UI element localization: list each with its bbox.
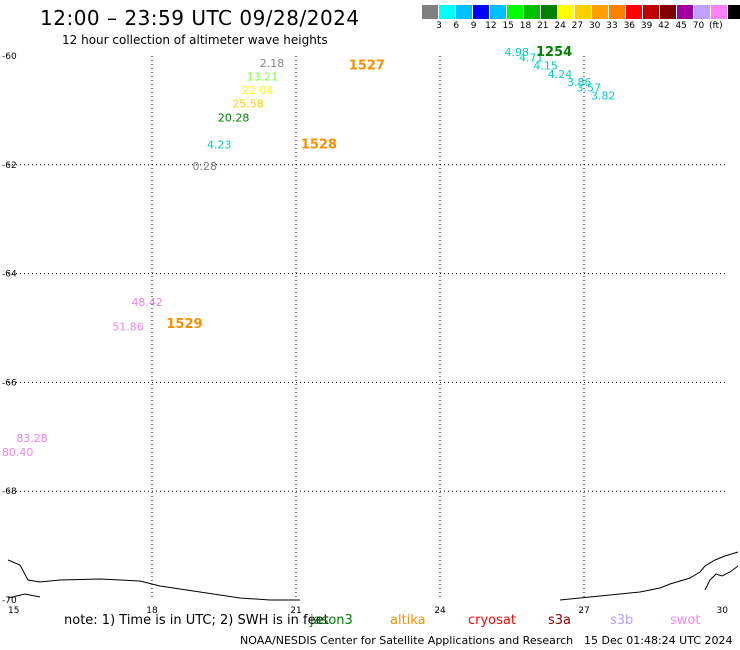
- color-legend: 3 6 9 12 15 18 21 24 27 30 33 36 39 42 45 70 (ft): [422, 5, 740, 31]
- legend-swatches: [422, 5, 740, 19]
- legend-swatch: [643, 5, 660, 19]
- legend-label: 9: [470, 21, 477, 31]
- latitude-label: -60: [2, 52, 17, 62]
- pass-time-label: 1529: [166, 317, 202, 332]
- legend-label: 18: [519, 21, 532, 31]
- wave-height-value: 4.98: [505, 46, 530, 59]
- mission-jason3: jason3: [310, 613, 353, 628]
- legend-swatch: [473, 5, 490, 19]
- mission-s3b: s3b: [610, 613, 634, 628]
- legend-swatch: [677, 5, 694, 19]
- legend-swatch: [694, 5, 711, 19]
- mission-swot: swot: [670, 613, 701, 628]
- wave-height-value: 13.21: [247, 70, 279, 83]
- pass-time-label: 1528: [301, 137, 337, 152]
- coastline: [7, 551, 739, 601]
- legend-label: 24: [554, 21, 566, 31]
- page-subtitle: 12 hour collection of altimeter wave hei…: [62, 33, 328, 47]
- antarctic-coastline: [7, 593, 41, 599]
- wave-height-value: 22.04: [242, 84, 274, 97]
- longitude-label: 21: [290, 606, 301, 616]
- legend-swatch: [660, 5, 677, 19]
- wave-height-value: 0.28: [193, 160, 218, 173]
- longitude-label: 18: [146, 606, 158, 616]
- mission-s3a: s3a: [548, 613, 572, 628]
- wave-height-value: 80.40: [2, 446, 34, 459]
- legend-label: 6: [453, 21, 460, 31]
- legend-swatch: [728, 5, 740, 19]
- legend-swatch: [524, 5, 541, 19]
- latitude-label: -66: [2, 378, 17, 388]
- legend-swatch: [609, 5, 626, 19]
- wave-height-value: 4.24: [548, 68, 573, 81]
- antarctic-coastline: [559, 551, 739, 601]
- wave-height-value: 20.28: [218, 111, 250, 124]
- wave-height-value: 48.42: [131, 296, 163, 309]
- wave-height-value: 83.28: [16, 432, 48, 445]
- legend-swatch: [592, 5, 609, 19]
- pass-time-label: 1527: [349, 59, 385, 74]
- grid-lines: 15 18 21 24 27 30 -60 -62 -64 -66 -68 -70: [2, 52, 728, 616]
- longitude-label: 24: [434, 606, 446, 616]
- legend-label: 3: [436, 21, 442, 31]
- page-title: 12:00 – 23:59 UTC 09/28/2024: [40, 6, 360, 30]
- longitude-label: 15: [8, 606, 19, 616]
- legend-swatch: [456, 5, 473, 19]
- latitude-label: -64: [2, 270, 17, 280]
- legend-swatch: [711, 5, 728, 19]
- legend-label: 15: [502, 21, 514, 31]
- legend-label: (ft): [709, 21, 723, 31]
- legend-swatch: [575, 5, 592, 19]
- footer-generated-time: 15 Dec 01:48:24 UTC 2024: [584, 634, 733, 647]
- antarctic-coastline: [7, 559, 300, 601]
- wave-height-value: 3.82: [591, 90, 616, 103]
- legend-label: 27: [571, 21, 584, 31]
- legend-label: 70: [692, 21, 705, 31]
- legend-label: 42: [658, 21, 670, 31]
- wave-height-value: 3.57: [577, 81, 602, 94]
- legend-swatch: [422, 5, 439, 19]
- longitude-label: 30: [717, 606, 729, 616]
- legend-swatch: [439, 5, 456, 19]
- latitude-label: -62: [2, 161, 17, 171]
- legend-swatch: [541, 5, 558, 19]
- legend-swatch: [490, 5, 507, 19]
- wave-height-value: 51.86: [112, 321, 144, 334]
- legend-swatch: [507, 5, 524, 19]
- legend-label: 36: [623, 21, 636, 31]
- footer-credit: NOAA/NESDIS Center for Satellite Applica…: [240, 634, 574, 647]
- latitude-label: -70: [2, 596, 17, 606]
- legend-swatch: [558, 5, 575, 19]
- latitude-label: -68: [2, 487, 17, 497]
- wave-height-value: 2.18: [260, 57, 285, 70]
- legend-label: 33: [606, 21, 618, 31]
- footer-note: note: 1) Time is in UTC; 2) SWH is in fe…: [64, 613, 329, 628]
- mission-cryosat: cryosat: [468, 613, 516, 628]
- mission-altika: altika: [390, 613, 426, 628]
- legend-label: 30: [588, 21, 601, 31]
- wave-height-value: 4.71: [519, 51, 544, 64]
- legend-label: 21: [537, 21, 549, 31]
- legend-label: 12: [485, 21, 497, 31]
- longitude-label: 27: [578, 606, 589, 616]
- wave-height-value: 4.23: [207, 138, 232, 151]
- legend-labels: 3 6 9 12 15 18 21 24 27 30 33 36 39 42 45 70 (ft): [422, 21, 740, 35]
- wave-height-value: 25.58: [232, 98, 264, 111]
- wave-height-value: 4.15: [533, 60, 558, 73]
- antarctic-coastline: [704, 565, 739, 591]
- wave-height-value: 3.86: [567, 76, 592, 89]
- legend-label: 45: [675, 21, 687, 31]
- pass-time-label: 1254: [536, 45, 572, 60]
- legend-swatch: [626, 5, 643, 19]
- legend-label: 39: [640, 21, 653, 31]
